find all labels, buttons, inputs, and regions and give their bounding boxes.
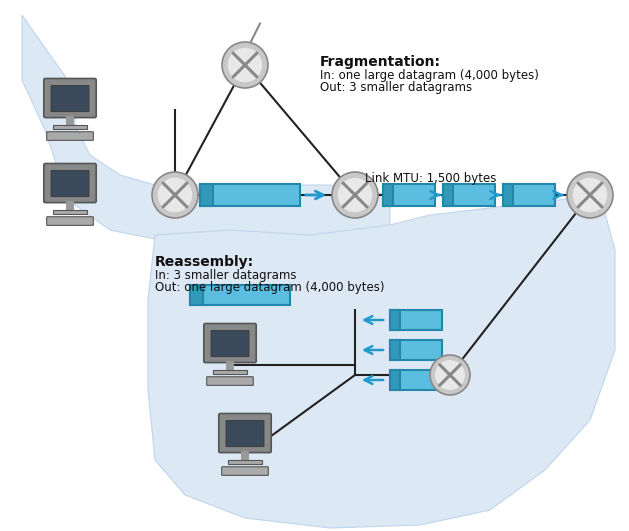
Circle shape — [152, 172, 198, 218]
Circle shape — [435, 360, 465, 390]
Text: In: 3 smaller datagrams: In: 3 smaller datagrams — [155, 269, 296, 282]
Bar — [383, 184, 393, 206]
Bar — [53, 210, 87, 215]
Bar — [383, 184, 435, 206]
Text: Reassembly:: Reassembly: — [155, 255, 254, 269]
Circle shape — [332, 172, 378, 218]
FancyBboxPatch shape — [51, 170, 89, 196]
Circle shape — [338, 178, 372, 212]
FancyBboxPatch shape — [211, 330, 249, 357]
Bar — [228, 460, 262, 465]
Circle shape — [573, 178, 607, 212]
Bar — [200, 184, 300, 206]
Text: Link MTU: 1,500 bytes: Link MTU: 1,500 bytes — [365, 172, 496, 185]
Bar — [200, 184, 213, 206]
FancyBboxPatch shape — [44, 164, 96, 203]
Bar — [390, 340, 401, 360]
Bar — [190, 285, 203, 305]
Bar — [390, 340, 442, 360]
Text: Out: one large datagram (4,000 bytes): Out: one large datagram (4,000 bytes) — [155, 281, 384, 294]
FancyBboxPatch shape — [204, 323, 256, 363]
Bar — [65, 116, 74, 125]
Circle shape — [228, 48, 262, 82]
Bar — [503, 184, 555, 206]
FancyBboxPatch shape — [226, 421, 264, 447]
Bar — [390, 310, 442, 330]
Bar — [390, 370, 442, 390]
Circle shape — [567, 172, 613, 218]
FancyBboxPatch shape — [44, 79, 96, 117]
Bar — [390, 310, 401, 330]
Text: In: one large datagram (4,000 bytes): In: one large datagram (4,000 bytes) — [320, 69, 539, 82]
Bar — [443, 184, 495, 206]
Polygon shape — [22, 15, 390, 250]
FancyBboxPatch shape — [221, 467, 269, 475]
Text: Fragmentation:: Fragmentation: — [320, 55, 441, 69]
Bar — [65, 201, 74, 210]
FancyBboxPatch shape — [47, 217, 93, 225]
FancyBboxPatch shape — [47, 132, 93, 140]
FancyBboxPatch shape — [219, 414, 271, 452]
Bar — [190, 285, 290, 305]
FancyBboxPatch shape — [207, 377, 253, 386]
Bar — [226, 361, 234, 370]
Bar — [443, 184, 454, 206]
Bar — [390, 370, 401, 390]
Circle shape — [158, 178, 192, 212]
Circle shape — [430, 355, 470, 395]
Circle shape — [222, 42, 268, 88]
Bar — [53, 125, 87, 130]
Polygon shape — [148, 195, 615, 528]
Bar — [241, 451, 249, 460]
Bar — [503, 184, 513, 206]
FancyBboxPatch shape — [51, 85, 89, 112]
Text: Out: 3 smaller datagrams: Out: 3 smaller datagrams — [320, 81, 472, 94]
Bar — [213, 370, 247, 374]
